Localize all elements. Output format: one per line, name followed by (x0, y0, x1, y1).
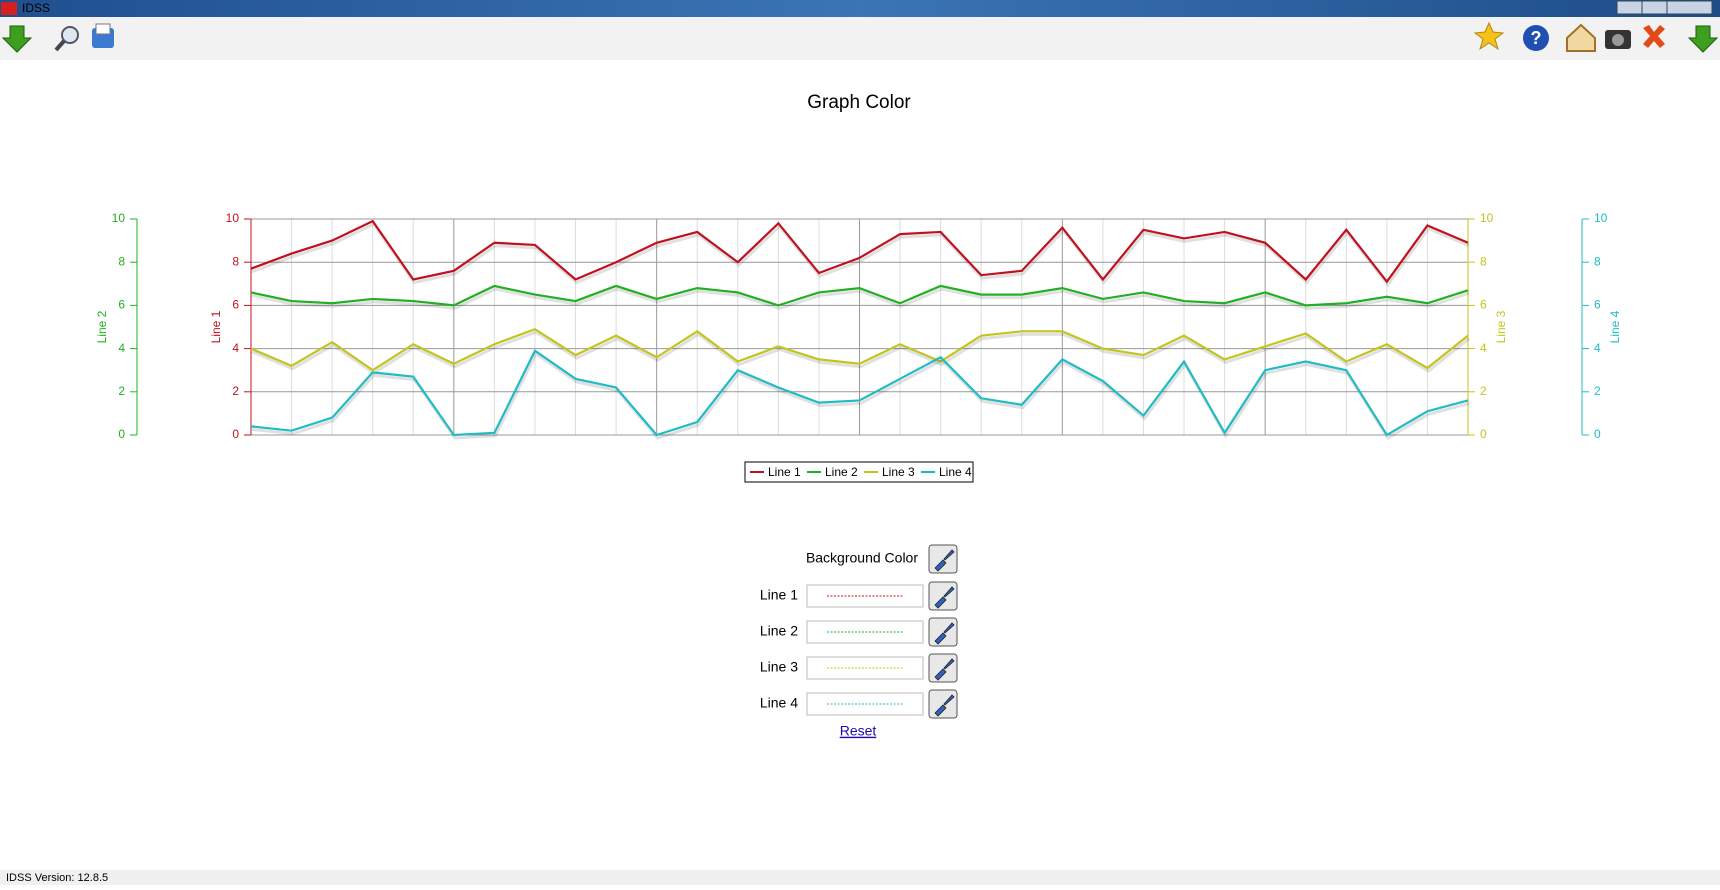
chart-title: Graph Color (807, 92, 911, 113)
close-page-button[interactable] (1643, 25, 1665, 48)
y-tick-label: 8 (1480, 254, 1487, 268)
y-tick-label: 6 (118, 298, 125, 312)
window-title: IDSS (22, 1, 50, 15)
toolbar-left (1, 23, 114, 53)
background-color-label: Background Color (806, 550, 918, 566)
y-tick-label: 6 (232, 298, 239, 312)
y-tick-label: 8 (232, 254, 239, 268)
line-shadow (251, 330, 1470, 376)
color-preview-box (806, 692, 924, 716)
color-preview-box (806, 584, 924, 608)
y-tick-label: 4 (232, 341, 239, 355)
y-tick-label: 6 (1594, 298, 1601, 312)
brush-icon (934, 549, 955, 572)
print-button[interactable] (92, 23, 114, 48)
data-line (250, 219, 1469, 284)
y-tick-label: 4 (1480, 341, 1487, 355)
legend (744, 461, 974, 483)
version-text: IDSS Version: 12.8.5 (6, 872, 108, 884)
legend-label: Line 1 (768, 465, 801, 479)
y-tick-label: 2 (232, 384, 239, 398)
y-tick-label: 0 (1594, 427, 1601, 441)
screenshot-button[interactable] (1605, 30, 1631, 49)
search-button[interactable] (54, 26, 79, 52)
y-tick-label: 2 (118, 384, 125, 398)
y-tick-label: 4 (1594, 341, 1601, 355)
window-controls (1616, 0, 1713, 15)
brush-icon (934, 586, 955, 609)
y-tick-label: 10 (112, 211, 126, 225)
toolbar (0, 17, 1720, 60)
brush-icon (934, 622, 955, 645)
color-preview-box (806, 656, 924, 680)
y-tick-label: 0 (232, 427, 239, 441)
y-tick-label: 8 (118, 254, 125, 268)
y-tick-label: 8 (1594, 254, 1601, 268)
y-tick-label: 6 (1480, 298, 1487, 312)
home-button[interactable] (1566, 23, 1596, 52)
line-color-label: Line 4 (760, 695, 798, 711)
help-icon: ? (1531, 28, 1542, 48)
favorites-button[interactable] (1473, 21, 1505, 51)
legend-label: Line 3 (882, 465, 915, 479)
button-frame (928, 617, 958, 647)
y-axis-title: Line 1 (209, 310, 223, 343)
data-line (250, 327, 1469, 372)
color-picker-button[interactable] (928, 544, 958, 574)
title-bar (0, 0, 1720, 17)
data-line (250, 284, 1469, 307)
y-tick-label: 10 (1594, 211, 1608, 225)
button-frame (928, 689, 958, 719)
toolbar-right: ? (1473, 21, 1719, 53)
line-shadow (251, 351, 1470, 441)
y-tick-label: 0 (118, 427, 125, 441)
y-tick-label: 4 (118, 341, 125, 355)
status-bar (0, 870, 1720, 885)
y-tick-label: 0 (1480, 427, 1487, 441)
y-axis-title: Line 2 (95, 310, 109, 343)
legend-label: Line 2 (825, 465, 858, 479)
button-frame (928, 653, 958, 683)
close-button[interactable] (1666, 0, 1713, 15)
maximize-button[interactable] (1641, 0, 1668, 15)
download-button[interactable] (1, 25, 33, 53)
button-frame (928, 581, 958, 611)
reset-link[interactable]: Reset (840, 723, 877, 739)
color-preview-box (806, 620, 924, 644)
button-frame (928, 544, 958, 574)
line-color-label: Line 1 (760, 587, 798, 603)
line-color-label: Line 3 (760, 659, 798, 675)
minimize-button[interactable] (1616, 0, 1643, 15)
brush-icon (934, 694, 955, 717)
data-line (250, 349, 1469, 437)
brush-icon (934, 658, 955, 681)
y-axis-title: Line 4 (1608, 310, 1622, 343)
download-button-right[interactable] (1687, 25, 1719, 53)
color-picker-button[interactable] (928, 617, 958, 647)
y-tick-label: 10 (226, 211, 240, 225)
help-button[interactable]: ? (1523, 25, 1549, 51)
color-picker-button[interactable] (928, 653, 958, 683)
color-picker-button[interactable] (928, 689, 958, 719)
line-shadow (251, 222, 1470, 288)
legend-label: Line 4 (939, 465, 972, 479)
line-color-label: Line 2 (760, 623, 798, 639)
y-tick-label: 2 (1480, 384, 1487, 398)
line-shadow (251, 287, 1470, 310)
y-axis-title: Line 3 (1494, 310, 1508, 343)
y-tick-label: 2 (1594, 384, 1601, 398)
y-tick-label: 10 (1480, 211, 1494, 225)
color-picker-button[interactable] (928, 581, 958, 611)
app-icon (1, 2, 17, 15)
